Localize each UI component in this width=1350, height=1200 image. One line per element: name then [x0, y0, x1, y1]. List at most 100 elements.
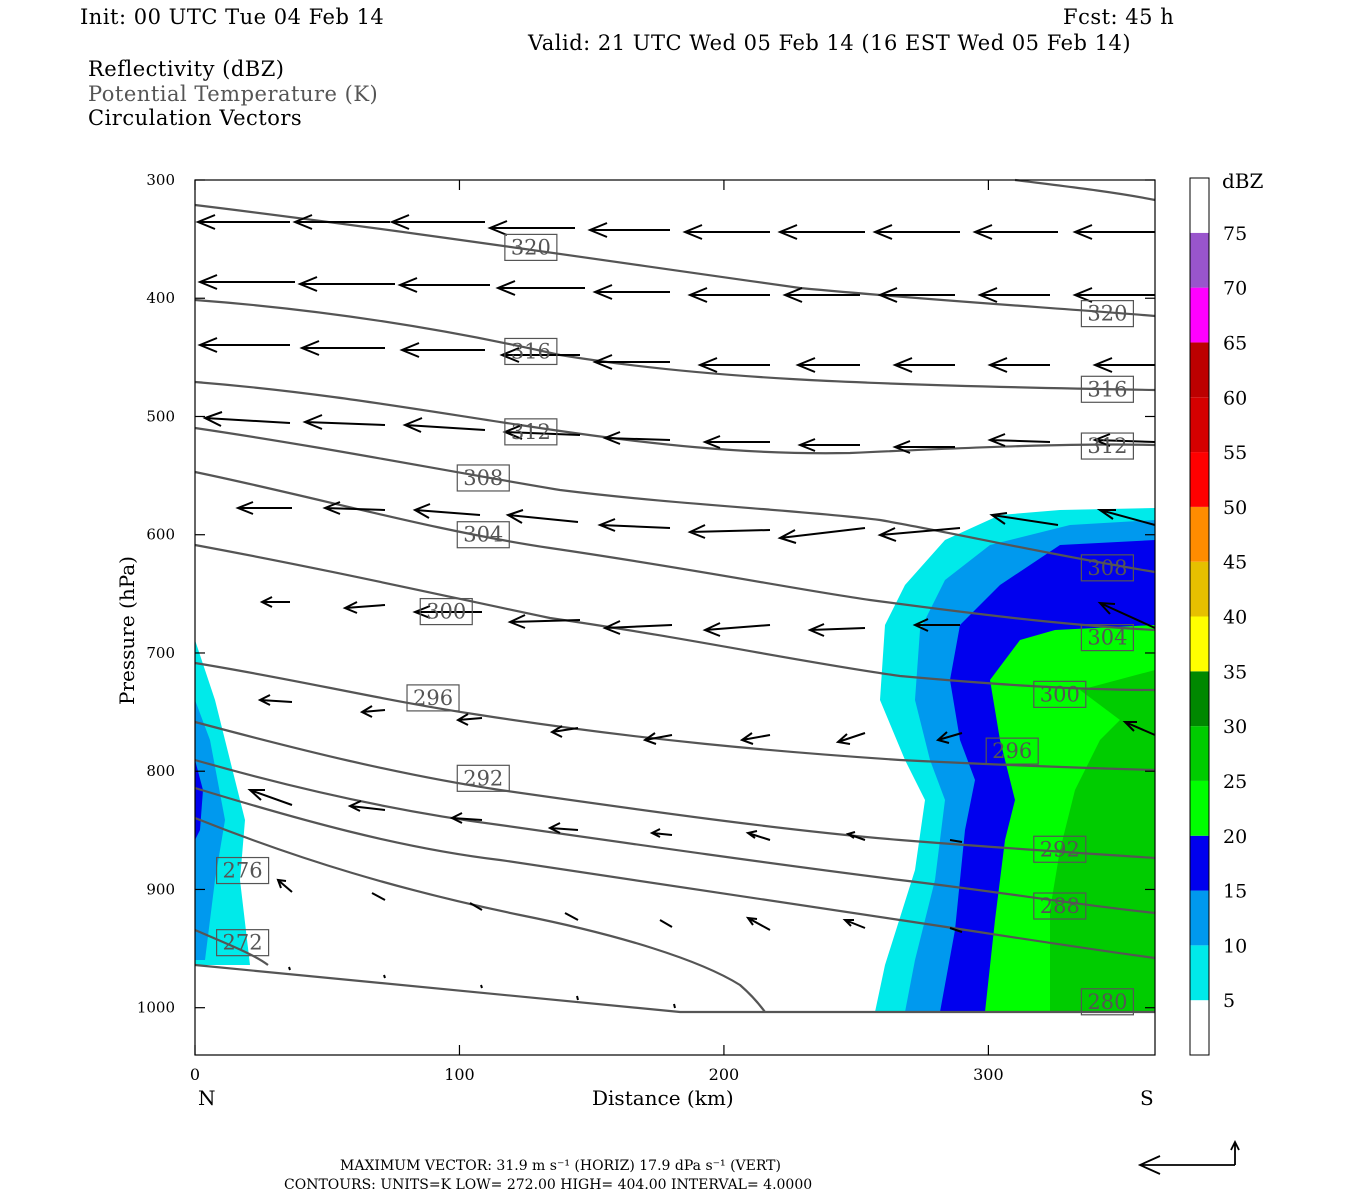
potential-temperature-contours [194, 178, 1156, 1014]
contour-label-text: 304 [1087, 626, 1127, 650]
colorbar-tick-label: 60 [1223, 387, 1247, 409]
contour-label-text: 320 [1087, 302, 1127, 326]
colorbar-swatch [1190, 616, 1209, 672]
valid-time: Valid: 21 UTC Wed 05 Feb 14 (16 EST Wed … [528, 31, 1132, 55]
colorbar-swatch [1190, 1000, 1209, 1055]
plot-frame [194, 179, 1156, 1056]
contour-label: 316 [1080, 375, 1134, 403]
colorbar-swatch [1190, 945, 1209, 1001]
reflectivity-fill [875, 508, 1155, 1012]
contour-label-box [1080, 988, 1134, 1016]
colorbar-title: dBZ [1222, 169, 1264, 193]
x-end-label-south: S [1140, 1086, 1154, 1110]
colorbar: 5 10 15 20 25 30 35 40 45 50 55 60 65 70 75 [1189, 177, 1247, 1056]
field-reflectivity: Reflectivity (dBZ) [88, 57, 285, 81]
contour-label-box [1033, 680, 1087, 708]
contour-label-text: 288 [1040, 894, 1080, 918]
contour-label-box [419, 597, 473, 626]
y-tick-label: 800 [146, 762, 175, 780]
colorbar-tick-label: 75 [1223, 223, 1247, 245]
colorbar-swatch [1190, 287, 1209, 343]
colorbar-tick-label: 70 [1223, 278, 1247, 300]
colorbar-tick-label: 10 [1223, 935, 1247, 957]
contour-label-box [1033, 835, 1087, 863]
contour-label: 304 [456, 521, 510, 549]
contour-label: 308 [1080, 554, 1134, 582]
contour-label-box [504, 233, 558, 261]
x-axis-title: Distance (km) [592, 1086, 734, 1110]
colorbar-frame [1189, 177, 1210, 1056]
y-tick-label: 700 [146, 644, 175, 662]
contour-label: 312 [1080, 432, 1134, 460]
contour-label-text: 312 [1087, 434, 1127, 458]
contour-label-box [504, 418, 558, 446]
contour-label-box [456, 464, 510, 492]
contour-label-text: 316 [511, 339, 551, 363]
contour-label-text: 304 [463, 523, 503, 547]
contour-label-box [216, 856, 270, 885]
contour-label: 276 [216, 856, 270, 885]
contour-label: 316 [504, 337, 558, 366]
contour-label-box [1080, 432, 1134, 460]
contour-label: 320 [504, 233, 558, 261]
contour-label: 288 [1033, 892, 1087, 920]
contour-label-text: 308 [1087, 556, 1127, 580]
y-tick-label: 400 [146, 289, 175, 307]
y-tick-label: 300 [146, 171, 175, 189]
colorbar-tick-label: 55 [1223, 442, 1247, 464]
contour-label-box [456, 521, 510, 549]
contour-label-text: 292 [463, 766, 503, 790]
x-axis: 0 100 200 300 [190, 180, 1004, 1084]
contour-label-box [1080, 624, 1134, 652]
contour-info-note: CONTOURS: UNITS=K LOW= 272.00 HIGH= 404.… [284, 1177, 813, 1193]
colorbar-tick-label: 25 [1223, 771, 1247, 793]
contour-label-text: 316 [1087, 377, 1127, 401]
colorbar-tick-label: 20 [1223, 826, 1247, 848]
colorbar-swatch [1190, 835, 1209, 891]
colorbar-swatch [1190, 726, 1209, 781]
colorbar-tick-label: 30 [1223, 716, 1247, 738]
contour-label: 304 [1080, 624, 1134, 652]
colorbar-swatch [1190, 561, 1209, 617]
contour-label-box [216, 929, 270, 957]
colorbar-tick-label: 65 [1223, 332, 1247, 354]
contour-label-text: 300 [426, 600, 466, 624]
contour-label-box [406, 684, 460, 712]
y-axis: 300 400 500 600 700 800 900 1000 [137, 171, 1155, 1017]
colorbar-swatch [1190, 178, 1209, 233]
contour-label: 296 [985, 737, 1039, 765]
colorbar-swatch [1190, 342, 1209, 398]
colorbar-swatch [1190, 232, 1209, 288]
contour-label-text: 292 [1040, 837, 1080, 861]
contour-label-text: 312 [511, 420, 551, 444]
x-tick-label: 0 [190, 1065, 200, 1084]
y-tick-label: 500 [146, 407, 175, 425]
contour-label: 292 [456, 764, 510, 792]
contour-label-text: 320 [511, 235, 551, 259]
contour-label: 312 [504, 418, 558, 446]
contour-label-text: 276 [223, 859, 263, 883]
forecast-hour: Fcst: 45 h [1063, 5, 1175, 29]
contour-label-box [1080, 300, 1134, 328]
init-time: Init: 00 UTC Tue 04 Feb 14 [80, 5, 385, 29]
field-circulation-vectors: Circulation Vectors [88, 106, 303, 130]
contour-label: 272 [216, 929, 270, 957]
contour-labels: 320 320 316 316 312 312 308 308 304 304 300 300 296 2… [216, 233, 1134, 1016]
contour-label-box [1080, 375, 1134, 403]
colorbar-swatch [1190, 452, 1209, 507]
contour-label-box [504, 337, 558, 366]
colorbar-swatch [1190, 780, 1209, 836]
contour-label-text: 272 [223, 931, 263, 955]
contour-label-box [1080, 554, 1134, 582]
max-vector-note: MAXIMUM VECTOR: 31.9 m s⁻¹ (HORIZ) 17.9 … [340, 1158, 781, 1174]
contour-label-text: 308 [463, 466, 503, 490]
x-end-label-north: N [198, 1086, 216, 1110]
x-tick-label: 100 [444, 1065, 475, 1084]
contour-label-box [985, 737, 1039, 765]
contour-label-text: 300 [1040, 682, 1080, 706]
contour-label: 300 [419, 597, 473, 626]
colorbar-tick-label: 35 [1223, 661, 1247, 683]
contour-label: 308 [456, 464, 510, 492]
colorbar-tick-label: 50 [1223, 497, 1247, 519]
